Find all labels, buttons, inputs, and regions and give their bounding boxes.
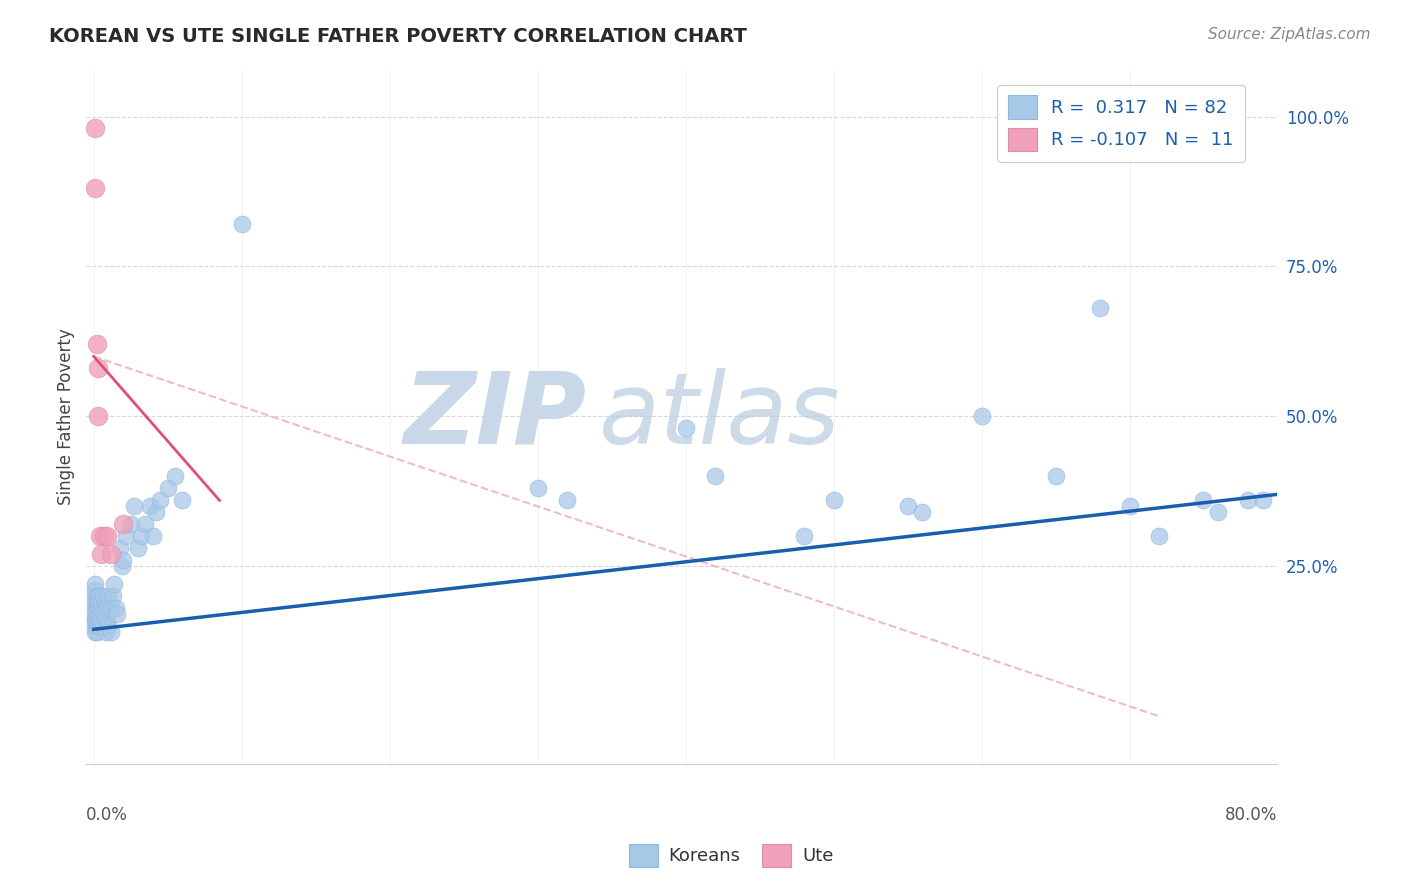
Point (1045, 469, 1067, 483)
Point (87, 619, 110, 633)
Point (105, 607, 128, 622)
Point (134, 517, 156, 532)
Point (911, 505, 934, 519)
Point (93, 529, 115, 543)
Point (104, 601, 127, 615)
Point (87, 409, 110, 424)
Legend: Koreans, Ute: Koreans, Ute (621, 837, 841, 874)
Point (87, 607, 110, 622)
Point (100, 625, 122, 640)
Point (86, 601, 108, 615)
Point (1251, 493, 1274, 508)
Point (84, 613, 107, 627)
Point (526, 481, 548, 495)
Point (86, 619, 108, 633)
Point (87, 601, 110, 615)
Point (1118, 500, 1140, 514)
Point (84, 619, 107, 633)
Point (97, 619, 120, 633)
Point (86, 613, 108, 627)
Text: 0.0%: 0.0% (86, 806, 128, 824)
Point (145, 505, 167, 519)
Point (94, 595, 117, 609)
Point (111, 559, 134, 574)
Point (120, 517, 142, 532)
Point (84, 625, 107, 640)
Point (94, 625, 117, 640)
Point (101, 590, 124, 604)
Point (1237, 493, 1260, 508)
Point (93, 607, 115, 622)
Point (142, 529, 165, 543)
Point (87, 590, 110, 604)
Point (231, 218, 253, 232)
Point (90, 613, 112, 627)
Point (823, 493, 845, 508)
Point (100, 547, 122, 561)
Point (84, 181, 107, 195)
Point (84, 601, 107, 615)
Point (1192, 493, 1215, 508)
Point (84, 577, 107, 591)
Point (139, 500, 162, 514)
Point (89, 619, 111, 633)
Point (84, 590, 107, 604)
Point (112, 553, 135, 567)
Point (156, 481, 179, 495)
Point (86, 595, 108, 609)
Point (103, 577, 125, 591)
Point (86, 590, 108, 604)
Point (91, 590, 114, 604)
Point (86, 337, 108, 351)
Point (87, 595, 110, 609)
Point (89, 601, 111, 615)
Point (970, 409, 993, 424)
Text: Source: ZipAtlas.com: Source: ZipAtlas.com (1208, 27, 1371, 42)
Point (89, 590, 111, 604)
Point (90, 595, 112, 609)
Point (97, 590, 120, 604)
Point (1147, 529, 1170, 543)
Point (127, 541, 149, 556)
Point (1088, 301, 1111, 316)
Point (96, 601, 118, 615)
Legend: R =  0.317   N = 82, R = -0.107   N =  11: R = 0.317 N = 82, R = -0.107 N = 11 (997, 85, 1244, 161)
Y-axis label: Single Father Poverty: Single Father Poverty (58, 328, 75, 505)
Point (84, 583, 107, 598)
Point (87, 361, 110, 376)
Text: KOREAN VS UTE SINGLE FATHER POVERTY CORRELATION CHART: KOREAN VS UTE SINGLE FATHER POVERTY CORR… (49, 27, 747, 45)
Point (89, 613, 111, 627)
Point (112, 517, 135, 532)
Point (96, 613, 118, 627)
Point (100, 601, 122, 615)
Point (704, 469, 727, 483)
Point (793, 529, 815, 543)
Point (675, 421, 697, 435)
Point (86, 607, 108, 622)
Point (129, 529, 152, 543)
Point (110, 541, 132, 556)
Point (91, 619, 114, 633)
Point (90, 607, 112, 622)
Point (84, 121, 107, 136)
Point (149, 493, 172, 508)
Point (89, 529, 111, 543)
Text: 80.0%: 80.0% (1225, 806, 1278, 824)
Point (555, 493, 578, 508)
Text: atlas: atlas (599, 368, 841, 465)
Point (84, 607, 107, 622)
Point (93, 601, 115, 615)
Point (84, 595, 107, 609)
Point (896, 500, 918, 514)
Point (96, 529, 118, 543)
Point (172, 493, 194, 508)
Point (122, 500, 145, 514)
Text: ZIP: ZIP (404, 368, 586, 465)
Point (115, 529, 138, 543)
Point (1206, 505, 1229, 519)
Point (165, 469, 187, 483)
Point (84, 613, 107, 627)
Point (86, 625, 108, 640)
Point (90, 547, 112, 561)
